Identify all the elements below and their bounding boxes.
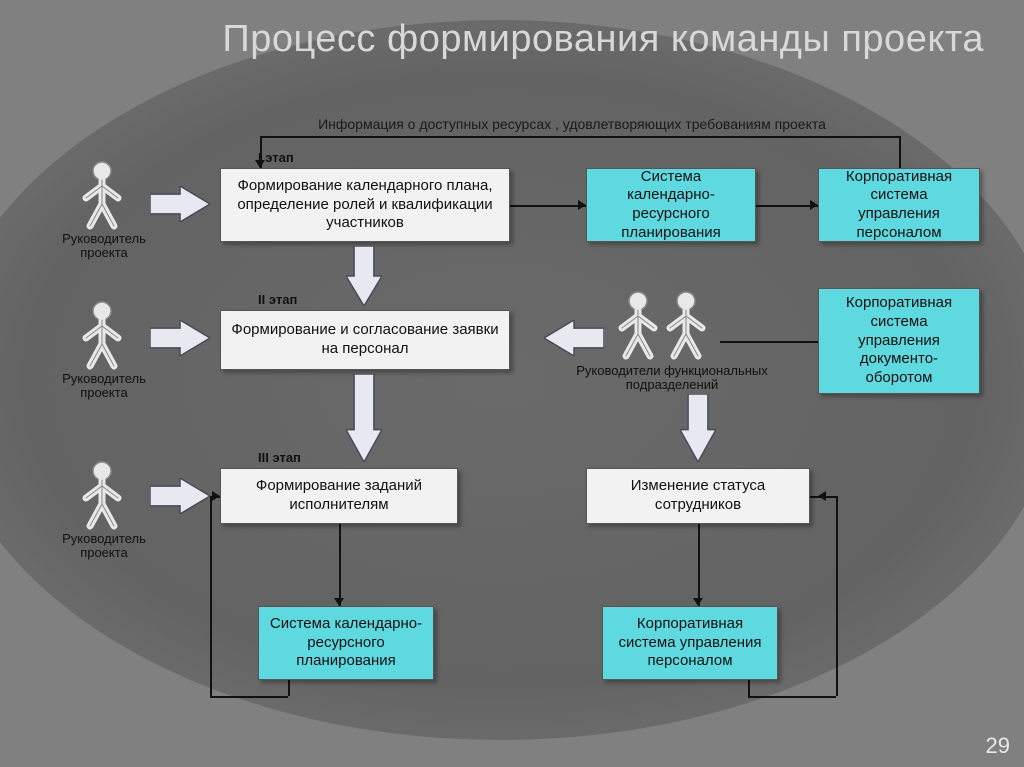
- box-b4: Изменение статуса сотрудников: [586, 468, 810, 524]
- arrow-d12: [346, 246, 382, 311]
- box-c3: Корпоративная система управления докумен…: [818, 288, 980, 394]
- arrow-a3: [150, 478, 210, 519]
- box-c2: Корпоративная система управления персона…: [818, 168, 980, 242]
- arrow-a2: [150, 320, 210, 361]
- slide-number: 29: [986, 733, 1010, 759]
- stage-1-label: I этап: [258, 150, 294, 165]
- box-b3: Формирование заданий исполнителям: [220, 468, 458, 524]
- caption-p3: Руководитель проекта: [56, 532, 152, 561]
- arrow-a1: [150, 186, 210, 227]
- person-p1: [80, 160, 124, 230]
- arrow-dPG4: [680, 394, 716, 467]
- arrow-d23: [346, 374, 382, 467]
- top-info-text: Информация о доступных ресурсах , удовле…: [200, 116, 944, 132]
- arrow-aPG: [544, 320, 604, 361]
- box-c5: Корпоративная система управления персона…: [602, 606, 778, 680]
- person-p2: [80, 300, 124, 370]
- caption-p1: Руководитель проекта: [56, 232, 152, 261]
- box-c1: Система календарно-ресурсного планирован…: [586, 168, 756, 242]
- person-p3: [80, 460, 124, 530]
- stage-2-label: II этап: [258, 292, 297, 307]
- stage-3-label: III этап: [258, 450, 301, 465]
- slide-title: Процесс формирования команды проекта: [70, 20, 984, 60]
- box-c4: Система календарно-ресурсного планирован…: [258, 606, 434, 680]
- caption-pg: Руководители функциональных подразделени…: [572, 364, 772, 393]
- box-b1: Формирование календарного плана, определ…: [220, 168, 510, 242]
- caption-p2: Руководитель проекта: [56, 372, 152, 401]
- box-b2: Формирование и согласование заявки на пе…: [220, 310, 510, 370]
- person-group: [616, 290, 708, 360]
